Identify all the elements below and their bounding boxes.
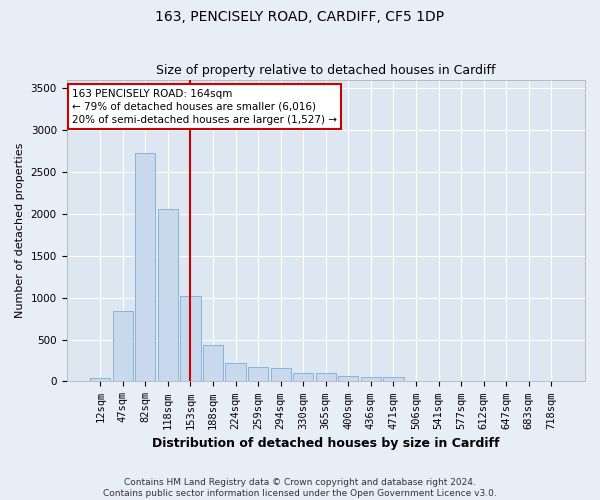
Bar — [226, 363, 246, 382]
Bar — [90, 378, 110, 382]
Bar — [203, 346, 223, 382]
Bar — [316, 373, 336, 382]
Bar — [158, 208, 178, 382]
Bar — [271, 368, 291, 382]
Text: 163 PENCISELY ROAD: 164sqm
← 79% of detached houses are smaller (6,016)
20% of s: 163 PENCISELY ROAD: 164sqm ← 79% of deta… — [72, 88, 337, 125]
Y-axis label: Number of detached properties: Number of detached properties — [15, 143, 25, 318]
Text: Contains HM Land Registry data © Crown copyright and database right 2024.
Contai: Contains HM Land Registry data © Crown c… — [103, 478, 497, 498]
Bar — [181, 296, 200, 382]
Bar — [135, 154, 155, 382]
Title: Size of property relative to detached houses in Cardiff: Size of property relative to detached ho… — [156, 64, 496, 77]
Bar — [383, 377, 404, 382]
Bar — [248, 367, 268, 382]
Bar — [113, 311, 133, 382]
Bar — [338, 376, 358, 382]
Text: 163, PENCISELY ROAD, CARDIFF, CF5 1DP: 163, PENCISELY ROAD, CARDIFF, CF5 1DP — [155, 10, 445, 24]
Bar — [293, 372, 313, 382]
X-axis label: Distribution of detached houses by size in Cardiff: Distribution of detached houses by size … — [152, 437, 500, 450]
Bar — [361, 377, 381, 382]
